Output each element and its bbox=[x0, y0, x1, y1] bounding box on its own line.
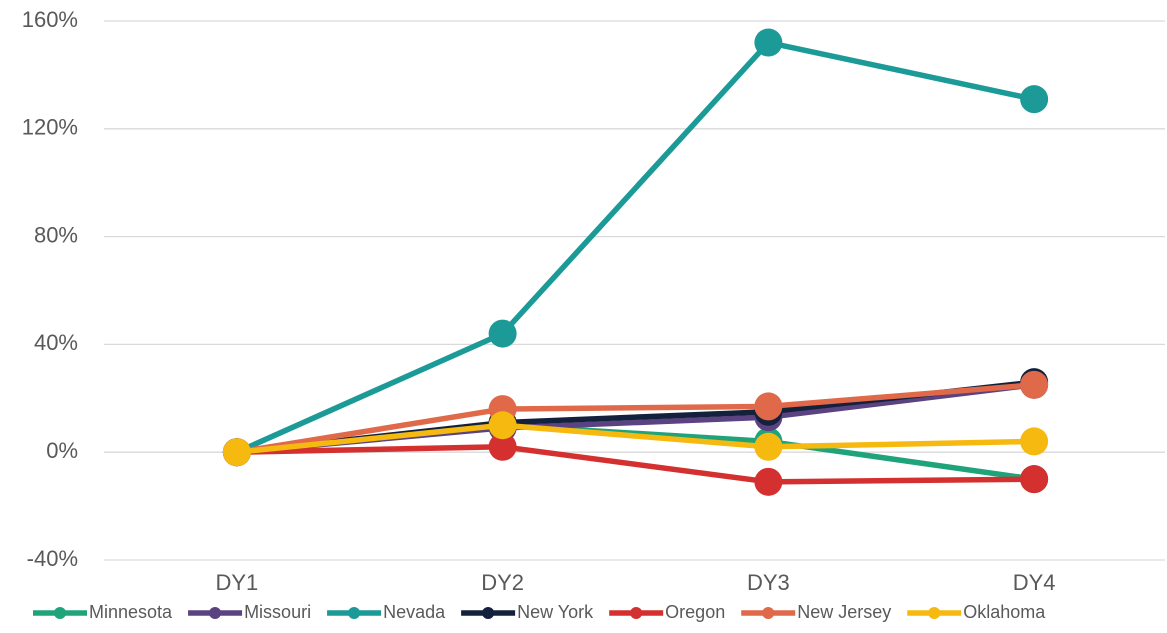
series-line bbox=[236, 422, 1035, 455]
series-line bbox=[236, 382, 1035, 455]
x-tick-label: DY1 bbox=[215, 570, 258, 595]
data-point bbox=[488, 432, 517, 461]
series-line bbox=[236, 444, 1035, 485]
legend-marker bbox=[630, 607, 643, 619]
legend-marker bbox=[482, 607, 495, 619]
y-tick-label: 40% bbox=[34, 330, 78, 355]
legend-label: New York bbox=[517, 602, 594, 622]
legend-marker bbox=[54, 607, 66, 619]
legend-marker bbox=[928, 607, 941, 619]
data-point bbox=[222, 438, 251, 467]
data-point bbox=[754, 432, 783, 461]
data-point bbox=[1020, 465, 1049, 494]
data-point bbox=[1020, 427, 1049, 456]
series-line bbox=[235, 39, 1035, 455]
legend-label: New Jersey bbox=[797, 602, 891, 622]
legend-label: Nevada bbox=[383, 602, 446, 622]
y-tick-label: -40% bbox=[27, 546, 78, 571]
x-tick-label: DY2 bbox=[481, 570, 524, 595]
legend-label: Oklahoma bbox=[963, 602, 1046, 622]
legend-marker bbox=[762, 607, 775, 619]
legend-label: Minnesota bbox=[89, 602, 173, 622]
x-tick-label: DY3 bbox=[747, 570, 790, 595]
legend-label: Oregon bbox=[665, 602, 725, 622]
legend-marker bbox=[209, 607, 222, 619]
legend-marker bbox=[348, 607, 361, 619]
data-point bbox=[1020, 85, 1049, 114]
y-tick-label: 80% bbox=[34, 222, 78, 247]
data-point bbox=[488, 411, 517, 440]
legend-label: Missouri bbox=[244, 602, 311, 622]
x-tick-label: DY4 bbox=[1013, 570, 1056, 595]
y-tick-label: 160% bbox=[22, 7, 78, 32]
data-point bbox=[754, 28, 783, 57]
data-point bbox=[754, 467, 783, 496]
y-tick-label: 120% bbox=[22, 115, 78, 140]
data-point bbox=[754, 392, 783, 421]
y-tick-label: 0% bbox=[46, 438, 78, 463]
data-point bbox=[488, 319, 517, 348]
data-point bbox=[1020, 370, 1049, 399]
